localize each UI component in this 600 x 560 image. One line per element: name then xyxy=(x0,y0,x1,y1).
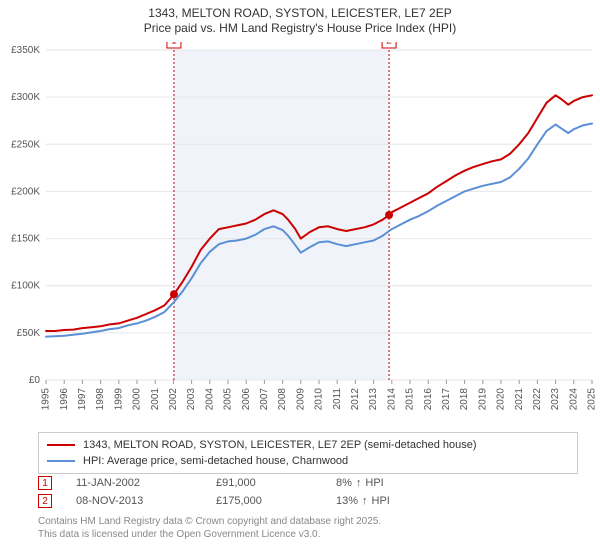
x-tick-label: 2016 xyxy=(423,388,434,411)
note-marker-box: 1 xyxy=(38,476,52,490)
legend-label: HPI: Average price, semi-detached house,… xyxy=(83,455,348,467)
x-tick-label: 2017 xyxy=(441,388,452,411)
y-tick-label: £0 xyxy=(29,375,41,386)
x-tick-label: 2002 xyxy=(168,388,179,411)
x-tick-label: 2015 xyxy=(405,388,416,411)
note-hpi: 8% ↑HPI xyxy=(336,477,476,489)
note-price: £175,000 xyxy=(216,495,336,507)
note-price: £91,000 xyxy=(216,477,336,489)
legend-item: 1343, MELTON ROAD, SYSTON, LEICESTER, LE… xyxy=(47,437,569,453)
chart-titles: 1343, MELTON ROAD, SYSTON, LEICESTER, LE… xyxy=(0,0,600,36)
y-tick-label: £300K xyxy=(11,92,40,103)
x-tick-label: 2008 xyxy=(277,388,288,411)
legend: 1343, MELTON ROAD, SYSTON, LEICESTER, LE… xyxy=(38,432,578,474)
note-date: 11-JAN-2002 xyxy=(76,477,216,489)
footnote-line-1: Contains HM Land Registry data © Crown c… xyxy=(38,516,578,529)
title-line-2: Price paid vs. HM Land Registry's House … xyxy=(0,21,600,36)
x-tick-label: 2011 xyxy=(332,388,343,410)
line-chart-svg: £0 £50K £100K £150K £200K £250K £300K £350K 1995… xyxy=(0,42,600,426)
x-tick-label: 2018 xyxy=(459,388,470,411)
x-tick-label: 2021 xyxy=(514,388,525,411)
x-tick-label: 1997 xyxy=(77,388,88,411)
x-tick-label: 2012 xyxy=(350,388,361,411)
x-tick-label: 2001 xyxy=(150,388,161,411)
chart-container: 1343, MELTON ROAD, SYSTON, LEICESTER, LE… xyxy=(0,0,600,560)
x-tick-label: 2009 xyxy=(295,388,306,411)
marker-point xyxy=(170,290,178,298)
y-tick-label: £350K xyxy=(11,45,40,56)
y-tick-label: £250K xyxy=(11,139,40,150)
x-tick-label: 2014 xyxy=(386,388,397,411)
x-tick-label: 2020 xyxy=(496,388,507,411)
note-date: 08-NOV-2013 xyxy=(76,495,216,507)
legend-item: HPI: Average price, semi-detached house,… xyxy=(47,453,569,469)
y-tick-label: £200K xyxy=(11,186,40,197)
up-arrow-icon: ↑ xyxy=(362,495,368,507)
x-tick-label: 2004 xyxy=(204,388,215,411)
y-tick-label: £100K xyxy=(11,281,40,292)
sale-note-row: 2 08-NOV-2013£175,00013% ↑ HPI xyxy=(38,492,578,510)
y-tick-label: £150K xyxy=(11,234,40,245)
x-tick-label: 2007 xyxy=(259,388,270,411)
footnote: Contains HM Land Registry data © Crown c… xyxy=(38,516,578,541)
x-tick-label: 2024 xyxy=(568,388,579,411)
chart-plot-area: £0 £50K £100K £150K £200K £250K £300K £350K 1995… xyxy=(0,42,600,426)
x-tick-label: 2005 xyxy=(223,388,234,411)
note-pct: 13% xyxy=(336,495,358,507)
x-tick-label: 2025 xyxy=(587,388,598,411)
footnote-line-2: This data is licensed under the Open Gov… xyxy=(38,529,578,542)
note-suffix: HPI xyxy=(365,477,383,489)
legend-swatch xyxy=(47,444,75,446)
x-tick-label: 2000 xyxy=(132,388,143,411)
sale-notes: 111-JAN-2002£91,0008%↑HPI208-NOV-2013£17… xyxy=(38,474,578,510)
note-pct: 8% xyxy=(336,477,352,489)
title-line-1: 1343, MELTON ROAD, SYSTON, LEICESTER, LE… xyxy=(0,6,600,21)
x-tick-label: 2019 xyxy=(477,388,488,411)
x-tick-label: 2013 xyxy=(368,388,379,411)
marker-point xyxy=(385,211,393,219)
x-tick-label: 2006 xyxy=(241,388,252,411)
legend-swatch xyxy=(47,460,75,462)
x-tick-label: 1999 xyxy=(113,388,124,411)
note-suffix: HPI xyxy=(372,495,390,507)
marker-label: 2 xyxy=(386,42,392,47)
note-marker-box: 2 xyxy=(38,494,52,508)
x-tick-label: 2023 xyxy=(550,388,561,411)
x-tick-label: 2010 xyxy=(314,388,325,411)
x-tick-label: 2003 xyxy=(186,388,197,411)
up-arrow-icon: ↑ xyxy=(356,477,362,489)
sale-note-row: 1 11-JAN-2002£91,0008% ↑HPI xyxy=(38,474,578,492)
x-tick-label: 1998 xyxy=(95,388,106,411)
y-tick-label: £50K xyxy=(17,328,41,339)
x-tick-label: 2022 xyxy=(532,388,543,411)
x-tick-label: 1995 xyxy=(41,388,52,411)
x-tick-label: 1996 xyxy=(59,388,70,411)
legend-label: 1343, MELTON ROAD, SYSTON, LEICESTER, LE… xyxy=(83,439,477,451)
marker-label: 1 xyxy=(171,42,177,47)
note-hpi: 13% ↑ HPI xyxy=(336,495,476,507)
